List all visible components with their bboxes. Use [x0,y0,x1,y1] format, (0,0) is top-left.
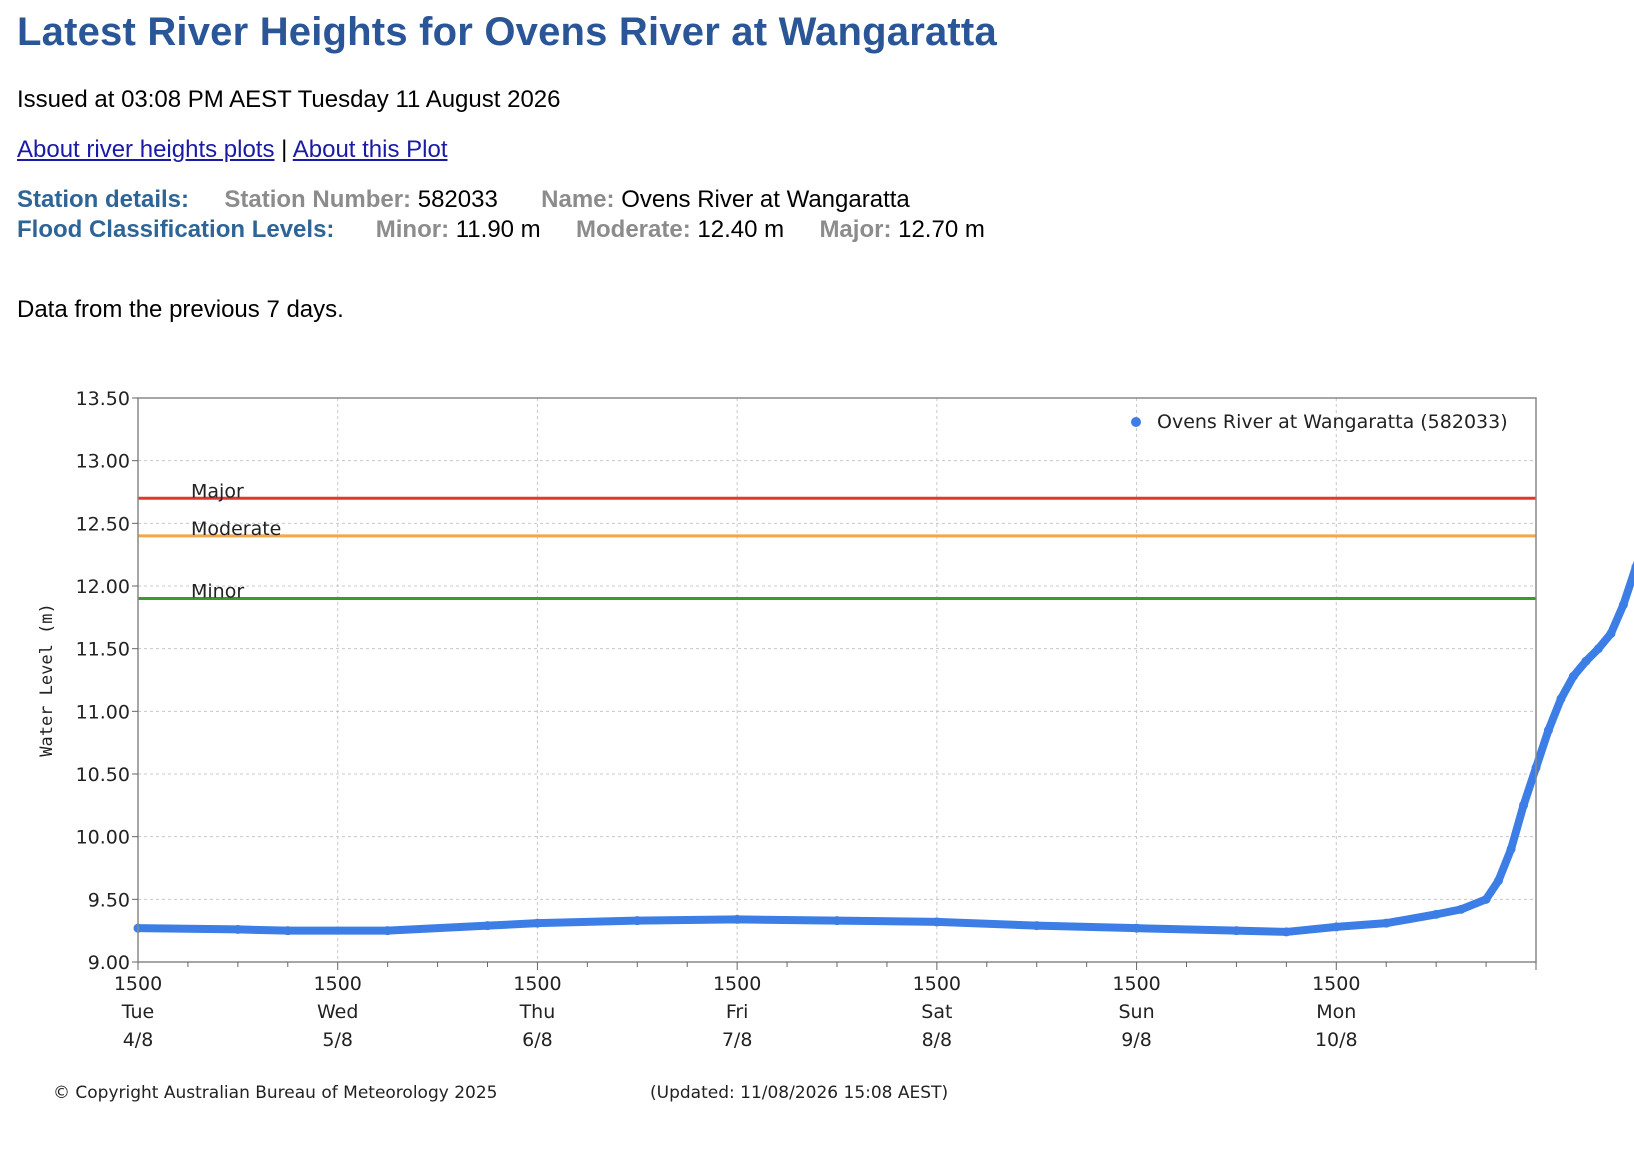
water-level-point [233,924,243,934]
water-level-trace [134,560,1634,936]
water-level-point [1568,671,1578,681]
page-title: Latest River Heights for Ovens River at … [17,10,997,54]
water-level-point [1606,629,1616,639]
water-level-point [1618,600,1628,610]
water-level-point [1331,922,1341,932]
x-tick-time: 1500 [513,973,561,995]
x-tick-day: Sat [921,1001,952,1023]
water-level-point [483,921,492,931]
x-tick-day: Wed [317,1001,358,1023]
link-separator: | [281,136,288,163]
water-level-point [732,914,742,924]
x-tick-date: 9/8 [1121,1029,1152,1051]
water-level-point [1481,894,1491,904]
station-details-header: Station details: [17,186,190,213]
x-tick-time: 1500 [1112,973,1160,995]
y-tick-label: 13.00 [76,451,130,473]
y-tick-label: 12.00 [76,576,130,598]
water-level-point [1281,927,1291,937]
water-level-point [1631,563,1634,572]
updated-timestamp: (Updated: 11/08/2026 15:08 AEST) [650,1083,948,1103]
x-tick-day: Tue [121,1001,154,1023]
x-tick-time: 1500 [314,973,362,995]
chart-grid [138,397,1536,963]
y-tick-label: 11.50 [76,639,130,661]
flood-classification-levels: Flood Classification Levels: Minor: 11.9… [17,216,985,244]
threshold-label-minor: Minor [191,581,244,603]
x-tick-time: 1500 [1312,973,1360,995]
plot-frame [137,397,1537,963]
x-tick-date: 7/8 [722,1029,753,1051]
x-axis-ticks: 1500 Tue 4/8 1500 Wed 5/8 1500 Thu 6/8 1500 Fri 7/8… [114,962,1537,1051]
moderate-label: Moderate: [576,216,691,243]
water-level-point [1506,844,1516,854]
info-links: About river heights plots | About this P… [17,136,448,164]
water-level-point [1494,876,1504,886]
water-level-point [1381,918,1391,928]
y-tick-label: 10.50 [76,764,130,786]
station-name: Ovens River at Wangaratta [621,186,910,213]
major-value: 12.70 m [898,216,985,243]
river-height-chart: Major Moderate Minor 9.00 9.50 10.00 10.50 11.… [37,388,1634,1103]
x-tick-time: 1500 [713,973,761,995]
water-level-point [532,918,542,928]
y-axis-label: Water Level (m) [37,603,57,757]
water-level-point [1581,656,1591,666]
data-period-note: Data from the previous 7 days. [17,296,344,323]
minor-value: 11.90 m [455,216,541,243]
x-tick-day: Thu [519,1001,556,1023]
y-tick-label: 10.00 [76,827,130,849]
legend-label: Ovens River at Wangaratta (582033) [1157,411,1508,433]
flood-threshold-lines: Major Moderate Minor [138,480,1536,603]
y-axis-ticks: 9.00 9.50 10.00 10.50 11.00 11.50 12.00 12.50 13… [76,388,138,974]
y-tick-label: 9.50 [88,889,130,911]
moderate-value: 12.40 m [697,216,785,243]
water-level-point [832,916,842,926]
x-tick-day: Fri [726,1001,749,1023]
y-tick-label: 11.00 [76,701,130,723]
x-tick-date: 5/8 [322,1029,353,1051]
water-level-point [1593,644,1603,654]
station-name-label: Name: [541,186,615,213]
water-level-point [1231,926,1241,936]
about-river-heights-link[interactable]: About river heights plots [17,136,275,163]
x-tick-date: 6/8 [522,1029,553,1051]
water-level-point [1456,904,1466,914]
water-level-series [133,560,1634,937]
station-details: Station details: Station Number: 582033 … [17,186,910,214]
water-level-point [1032,921,1042,931]
water-level-point [1132,923,1142,933]
y-tick-label: 13.50 [76,388,130,410]
x-tick-time: 1500 [913,973,961,995]
x-tick-date: 4/8 [123,1029,154,1051]
issued-timestamp: Issued at 03:08 PM AEST Tuesday 11 Augus… [17,86,561,113]
threshold-label-moderate: Moderate [191,518,281,540]
threshold-label-major: Major [191,480,244,502]
copyright-notice: © Copyright Australian Bureau of Meteoro… [53,1083,497,1103]
x-tick-day: Mon [1316,1001,1356,1023]
major-label: Major: [819,216,892,243]
water-level-point [383,926,393,936]
x-tick-date: 10/8 [1315,1029,1358,1051]
water-level-point [1556,694,1566,704]
chart-legend: Ovens River at Wangaratta (582033) [1131,411,1508,433]
flood-levels-header: Flood Classification Levels: [17,216,335,243]
station-number-label: Station Number: [224,186,412,213]
x-tick-day: Sun [1118,1001,1154,1023]
y-tick-label: 12.50 [76,513,130,535]
x-tick-time: 1500 [114,973,162,995]
station-number: 582033 [417,186,498,213]
water-level-point [283,926,293,936]
water-level-point [1519,800,1529,810]
water-level-point [1431,909,1441,919]
minor-label: Minor: [375,216,450,243]
legend-marker [1131,417,1141,427]
water-level-point [1543,725,1553,735]
water-level-point [632,916,642,926]
about-this-plot-link[interactable]: About this Plot [292,136,448,163]
water-level-point [932,917,942,927]
x-tick-date: 8/8 [922,1029,953,1051]
y-tick-label: 9.00 [88,952,130,974]
